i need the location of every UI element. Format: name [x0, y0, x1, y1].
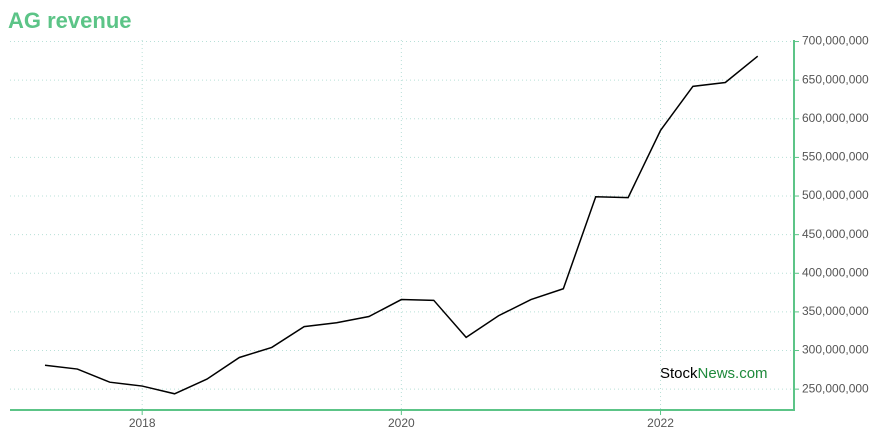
x-tick-label: 2020 — [388, 416, 415, 430]
line — [44, 55, 759, 395]
chart-title: AG revenue — [8, 8, 132, 33]
watermark: StockNews.com — [660, 365, 768, 382]
y-tick-label: 450,000,000 — [802, 227, 869, 241]
y-tick-label: 250,000,000 — [802, 381, 869, 395]
x-tick-label: 2022 — [647, 416, 674, 430]
y-tick-label: 650,000,000 — [802, 72, 869, 86]
y-tick-label: 700,000,000 — [802, 34, 869, 48]
y-tick-label: 500,000,000 — [802, 188, 869, 202]
y-tick-label: 350,000,000 — [802, 304, 869, 318]
watermark-part: News.com — [698, 365, 768, 382]
y-tick-label: 400,000,000 — [802, 265, 869, 279]
y-tick-label: 300,000,000 — [802, 343, 869, 357]
x-tick-label: 2018 — [129, 416, 156, 430]
watermark-part: Stock — [660, 365, 698, 382]
y-tick-label: 550,000,000 — [802, 150, 869, 164]
y-tick-label: 600,000,000 — [802, 111, 869, 125]
